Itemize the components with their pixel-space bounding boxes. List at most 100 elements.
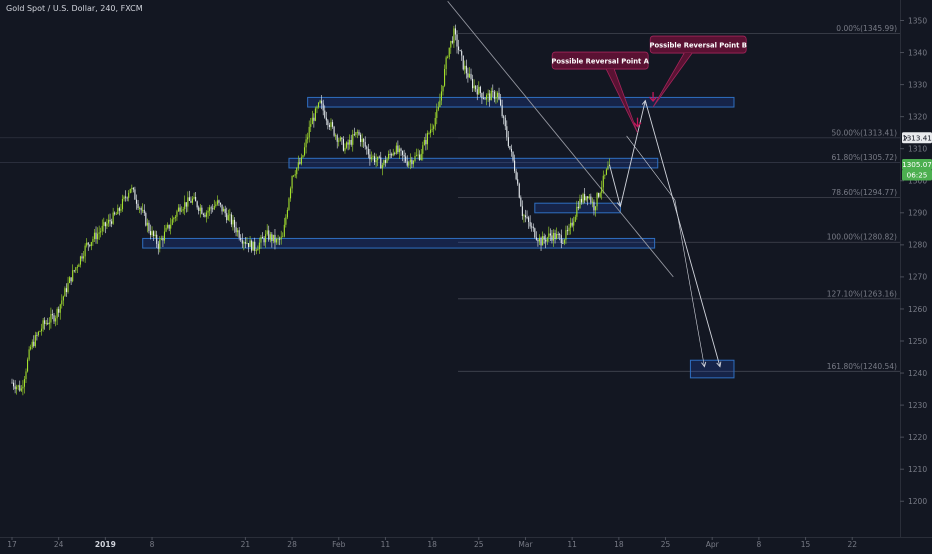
candle-body (466, 66, 467, 74)
candle-body (564, 240, 565, 243)
candle-body (338, 141, 339, 142)
candle-body (572, 223, 573, 226)
candle-body (601, 187, 602, 193)
candle-body (343, 139, 344, 151)
candle-body (318, 103, 319, 108)
candle-body (38, 332, 39, 335)
candle-body (383, 160, 384, 165)
candle-body (116, 214, 117, 215)
candle-body (536, 237, 537, 239)
candle-body (212, 208, 213, 209)
candle-body (181, 211, 182, 212)
price-label[interactable]: 06:25 (902, 169, 932, 180)
candle-body (136, 200, 137, 204)
candle-body (425, 140, 426, 144)
candle-body (522, 206, 523, 216)
candle-body (195, 197, 196, 201)
fib-level-label: 0.00%(1345.99) (836, 24, 897, 33)
candle-body (39, 331, 40, 332)
fib-level-label: 100.00%(1280.82) (827, 233, 897, 242)
candle-body (489, 93, 490, 100)
candle-body (209, 207, 210, 210)
candle-body (117, 208, 118, 214)
candle-body (497, 93, 498, 97)
candle-body (360, 135, 361, 142)
candle-body (47, 323, 48, 324)
candle-body (274, 235, 275, 243)
candle-body (433, 126, 434, 128)
price-tick-label: 1340 (908, 48, 927, 57)
candle-body (477, 89, 478, 94)
candle-body (242, 240, 243, 243)
candle-body (463, 56, 464, 70)
candle-body (467, 73, 468, 77)
candle-body (397, 146, 398, 153)
candle-body (228, 215, 229, 220)
candle-body (539, 238, 540, 242)
candle-body (447, 57, 448, 58)
candle-body (369, 154, 370, 159)
candle-body (526, 217, 527, 218)
time-tick-label: 8 (756, 540, 761, 549)
candle-body (362, 139, 363, 142)
time-tick-label: 2019 (95, 540, 116, 549)
time-tick-label: 28 (287, 540, 297, 549)
candle-body (380, 157, 381, 168)
candle-body (329, 125, 330, 127)
candle-body (478, 87, 479, 95)
candle-body (581, 199, 582, 203)
candle-body (315, 108, 316, 120)
candle-body (540, 238, 541, 246)
candle-body (218, 200, 219, 203)
candle-body (231, 214, 232, 224)
price-axis[interactable]: 1200 1210 1220 1230 1240 1250 1260 1270 1280 1290… (900, 0, 932, 550)
candle-body (488, 93, 489, 95)
candle-body (120, 209, 121, 211)
callout-text: Possible Reversal Point A (551, 57, 649, 65)
candle-body (388, 154, 389, 159)
candle-body (396, 146, 397, 154)
price-tick-label: 1250 (908, 337, 927, 346)
candle-body (550, 233, 551, 235)
candle-body (332, 122, 333, 127)
price-label[interactable]: 1305.07 (902, 159, 932, 170)
candle-body (105, 222, 106, 226)
price-zone (690, 360, 734, 378)
candle-body (523, 215, 524, 216)
candle-body (394, 153, 395, 154)
candle-body (567, 230, 568, 231)
candle-body (393, 153, 394, 155)
price-tick-label: 1320 (908, 112, 927, 121)
candle-body (472, 79, 473, 88)
candle-body (66, 288, 67, 292)
candle-body (262, 237, 263, 238)
candle-body (441, 91, 442, 100)
candle-body (365, 142, 366, 147)
candle-body (95, 233, 96, 239)
candle-body (133, 188, 134, 190)
candle-body (544, 236, 545, 240)
candle-body (61, 300, 62, 304)
candle-body (128, 193, 129, 198)
time-tick-label: 15 (801, 540, 811, 549)
candle-body (63, 296, 64, 300)
candle-body (491, 91, 492, 100)
candle-body (354, 134, 355, 135)
candle-body (80, 256, 81, 264)
candle-body (452, 41, 453, 43)
candle-body (35, 335, 36, 346)
price-tick-label: 1240 (908, 369, 927, 378)
candle-body (151, 231, 152, 235)
candle-body (407, 161, 408, 165)
candle-body (189, 197, 190, 201)
candle-body (545, 240, 546, 242)
candle-body (439, 101, 440, 108)
price-tick-label: 1280 (908, 241, 927, 250)
candle-body (46, 323, 47, 324)
candle-body (404, 155, 405, 157)
candle-body (281, 237, 282, 240)
candle-body (41, 329, 42, 331)
candle-body (77, 267, 78, 268)
